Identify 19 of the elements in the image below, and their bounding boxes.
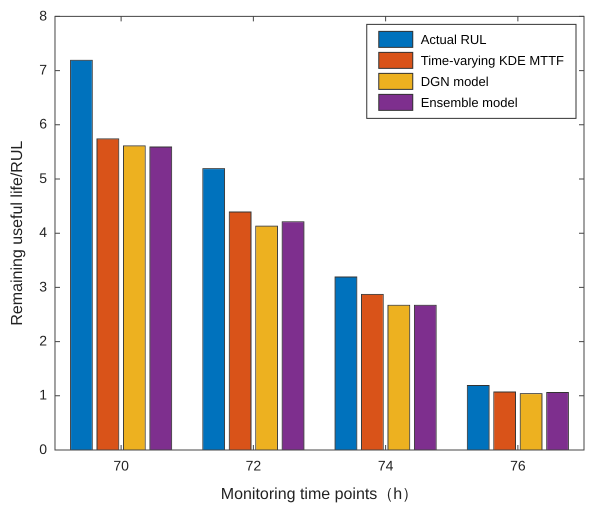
y-tick-label: 8: [39, 7, 48, 24]
y-axis-title: Remaining useful life/RUL: [9, 140, 26, 326]
y-tick-label: 1: [39, 386, 48, 403]
x-axis-title: Monitoring time points（h）: [220, 486, 418, 503]
y-tick-label: 2: [39, 332, 48, 348]
x-tick-label: 72: [246, 457, 262, 474]
x-tick-label: 70: [113, 457, 130, 474]
y-tick-label: 6: [39, 116, 48, 132]
legend-label: Actual RUL: [420, 32, 486, 47]
x-tick-label: 76: [510, 457, 526, 474]
y-tick-label: 5: [39, 170, 48, 186]
legend-label: Time-varying KDE MTTF: [420, 52, 564, 68]
legend-label: Ensemble model: [420, 94, 518, 110]
x-tick-label: 74: [378, 457, 394, 474]
y-tick-label: 7: [39, 61, 48, 78]
y-tick-label: 3: [39, 278, 48, 294]
legend-label: DGN model: [420, 74, 489, 89]
y-tick-label: 4: [39, 224, 48, 240]
y-tick-label: 0: [39, 440, 48, 457]
